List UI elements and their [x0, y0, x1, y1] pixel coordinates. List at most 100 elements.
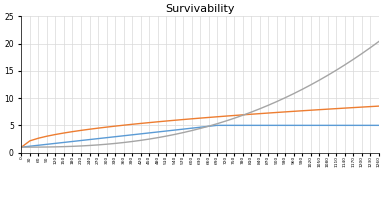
Survivability Hyperbolic	[215, 116, 219, 118]
Survivability Hyperbolic	[283, 111, 288, 113]
Survivability Exponential	[164, 135, 168, 137]
Survivability Hyperbolic	[53, 133, 58, 136]
Survivability Exponential	[223, 120, 228, 122]
Line: Survivability Linear: Survivability Linear	[22, 125, 379, 147]
Survivability Hyperbolic	[343, 107, 347, 109]
Survivability Linear	[130, 133, 134, 136]
Survivability Linear	[62, 141, 66, 144]
Survivability Exponential	[240, 114, 245, 117]
Survivability Linear	[368, 124, 373, 127]
Line: Survivability Exponential: Survivability Exponential	[22, 41, 379, 147]
Survivability Linear	[215, 124, 219, 127]
Survivability Exponential	[334, 69, 338, 72]
Survivability Exponential	[138, 139, 143, 142]
Survivability Linear	[87, 138, 92, 141]
Survivability Exponential	[28, 146, 32, 148]
Survivability Exponential	[343, 64, 347, 66]
Survivability Hyperbolic	[87, 128, 92, 131]
Survivability Hyperbolic	[300, 109, 305, 112]
Survivability Hyperbolic	[28, 140, 32, 142]
Survivability Linear	[377, 124, 381, 127]
Survivability Linear	[317, 124, 321, 127]
Survivability Exponential	[300, 88, 305, 91]
Survivability Hyperbolic	[249, 113, 253, 116]
Survivability Linear	[206, 125, 211, 128]
Survivability Linear	[155, 131, 160, 133]
Survivability Exponential	[232, 117, 236, 120]
Survivability Linear	[300, 124, 305, 127]
Survivability Linear	[79, 139, 83, 142]
Survivability Hyperbolic	[147, 121, 151, 124]
Survivability Linear	[147, 132, 151, 134]
Survivability Linear	[113, 135, 117, 138]
Survivability Exponential	[266, 104, 271, 107]
Survivability Hyperbolic	[325, 108, 330, 111]
Survivability Exponential	[325, 74, 330, 77]
Survivability Hyperbolic	[198, 117, 203, 119]
Survivability Exponential	[155, 136, 160, 139]
Survivability Linear	[45, 143, 49, 146]
Survivability Exponential	[121, 141, 126, 144]
Title: Survivability: Survivability	[166, 4, 235, 14]
Survivability Exponential	[249, 111, 253, 113]
Survivability Hyperbolic	[121, 124, 126, 126]
Survivability Hyperbolic	[317, 108, 321, 111]
Survivability Exponential	[258, 107, 262, 110]
Survivability Hyperbolic	[206, 116, 211, 119]
Survivability Exponential	[351, 58, 356, 61]
Survivability Linear	[28, 145, 32, 148]
Survivability Hyperbolic	[113, 125, 117, 128]
Survivability Linear	[275, 124, 279, 127]
Survivability Hyperbolic	[334, 107, 338, 110]
Survivability Exponential	[113, 142, 117, 145]
Survivability Linear	[96, 137, 100, 140]
Survivability Linear	[121, 135, 126, 137]
Survivability Linear	[70, 140, 75, 143]
Survivability Hyperbolic	[377, 105, 381, 107]
Line: Survivability Hyperbolic: Survivability Hyperbolic	[22, 106, 379, 147]
Survivability Linear	[172, 129, 177, 131]
Survivability Exponential	[308, 83, 313, 86]
Survivability Hyperbolic	[240, 114, 245, 116]
Survivability Linear	[164, 130, 168, 132]
Survivability Hyperbolic	[189, 118, 194, 120]
Survivability Hyperbolic	[266, 112, 271, 114]
Survivability Hyperbolic	[308, 109, 313, 112]
Survivability Linear	[325, 124, 330, 127]
Survivability Hyperbolic	[130, 123, 134, 126]
Survivability Hyperbolic	[164, 120, 168, 122]
Survivability Exponential	[53, 146, 58, 148]
Survivability Linear	[189, 127, 194, 129]
Survivability Linear	[138, 133, 143, 135]
Survivability Linear	[334, 124, 338, 127]
Survivability Linear	[19, 146, 24, 148]
Survivability Exponential	[206, 125, 211, 128]
Survivability Hyperbolic	[96, 127, 100, 129]
Survivability Exponential	[147, 138, 151, 140]
Survivability Hyperbolic	[79, 129, 83, 132]
Survivability Exponential	[79, 145, 83, 147]
Survivability Linear	[198, 126, 203, 129]
Survivability Hyperbolic	[223, 115, 228, 118]
Survivability Exponential	[181, 131, 186, 134]
Survivability Linear	[283, 124, 288, 127]
Survivability Hyperbolic	[19, 146, 24, 148]
Survivability Exponential	[19, 146, 24, 148]
Survivability Exponential	[96, 144, 100, 146]
Survivability Exponential	[360, 52, 364, 55]
Survivability Exponential	[215, 122, 219, 125]
Survivability Exponential	[189, 129, 194, 132]
Survivability Linear	[232, 124, 236, 127]
Survivability Exponential	[130, 140, 134, 143]
Survivability Hyperbolic	[258, 112, 262, 115]
Survivability Linear	[291, 124, 296, 127]
Survivability Hyperbolic	[155, 121, 160, 123]
Survivability Exponential	[87, 144, 92, 147]
Survivability Linear	[53, 142, 58, 145]
Survivability Hyperbolic	[62, 132, 66, 134]
Survivability Hyperbolic	[360, 106, 364, 108]
Survivability Linear	[266, 124, 271, 127]
Survivability Hyperbolic	[104, 126, 109, 128]
Survivability Hyperbolic	[172, 119, 177, 122]
Survivability Hyperbolic	[181, 118, 186, 121]
